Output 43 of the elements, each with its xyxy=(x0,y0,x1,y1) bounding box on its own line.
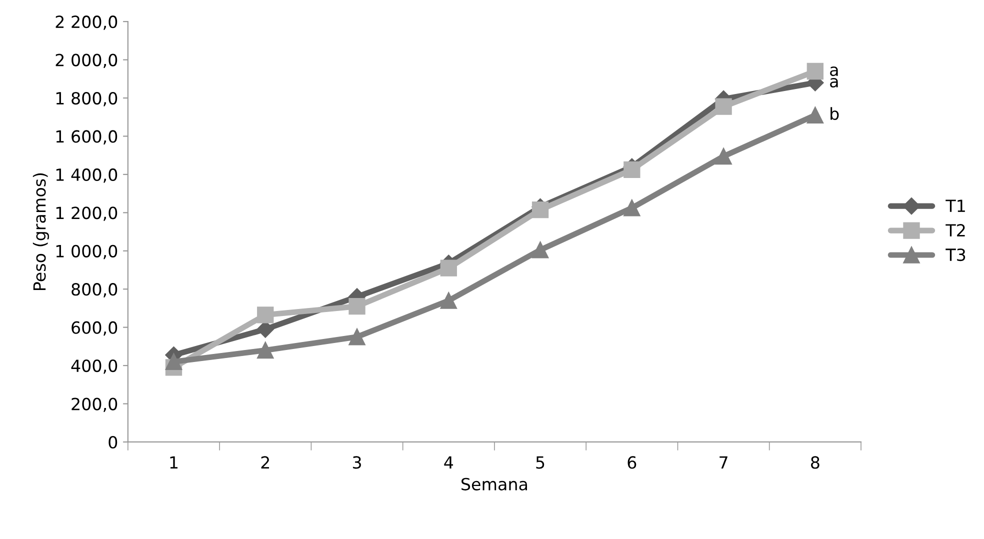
point xyxy=(348,328,366,346)
legend-label: T1 xyxy=(946,200,965,212)
annotation: b xyxy=(830,107,839,120)
y-tick-label: 200,0 xyxy=(72,398,118,412)
point xyxy=(257,342,274,359)
x-tick-label: 5 xyxy=(536,456,544,469)
x-tick-label: 1 xyxy=(170,456,178,469)
x-tick-label: 3 xyxy=(352,456,361,469)
point xyxy=(806,62,824,80)
annotation: a xyxy=(830,78,838,88)
y-tick-label: 1 800,0 xyxy=(56,92,118,106)
x-tick-label: 2 xyxy=(261,456,270,469)
x-axis-title: Semana xyxy=(462,478,527,490)
y-tick-label: 0 xyxy=(108,436,118,449)
y-tick-label: 1 600,0 xyxy=(56,130,118,144)
y-axis-title: Peso (gramos) xyxy=(32,173,50,290)
y-tick-label: 600,0 xyxy=(72,321,118,336)
legend-label: T2 xyxy=(946,224,965,236)
x-tick-label: 7 xyxy=(720,456,728,469)
point xyxy=(165,353,182,370)
x-tick-label: 8 xyxy=(811,456,820,469)
point xyxy=(348,298,366,315)
annotation: a xyxy=(830,66,838,76)
point xyxy=(624,161,640,178)
x-tick-label: 6 xyxy=(628,456,636,469)
x-tick-label: 4 xyxy=(444,456,454,469)
y-tick-label: 2 200,0 xyxy=(56,16,118,30)
y-tick-label: 1 200,0 xyxy=(56,206,118,221)
legend-label: T3 xyxy=(946,248,966,262)
y-tick-label: 1 000,0 xyxy=(56,244,118,260)
point xyxy=(715,98,732,115)
point xyxy=(532,201,549,218)
point xyxy=(624,200,640,216)
point xyxy=(257,306,274,324)
point xyxy=(440,260,457,276)
point xyxy=(532,242,549,258)
y-tick-label: 800,0 xyxy=(72,283,118,298)
point xyxy=(715,148,732,165)
y-tick-label: 1 400,0 xyxy=(56,168,118,183)
y-tick-label: 400,0 xyxy=(71,360,118,374)
point xyxy=(440,292,457,309)
point xyxy=(806,106,824,124)
y-tick-label: 2 000,0 xyxy=(56,54,118,68)
